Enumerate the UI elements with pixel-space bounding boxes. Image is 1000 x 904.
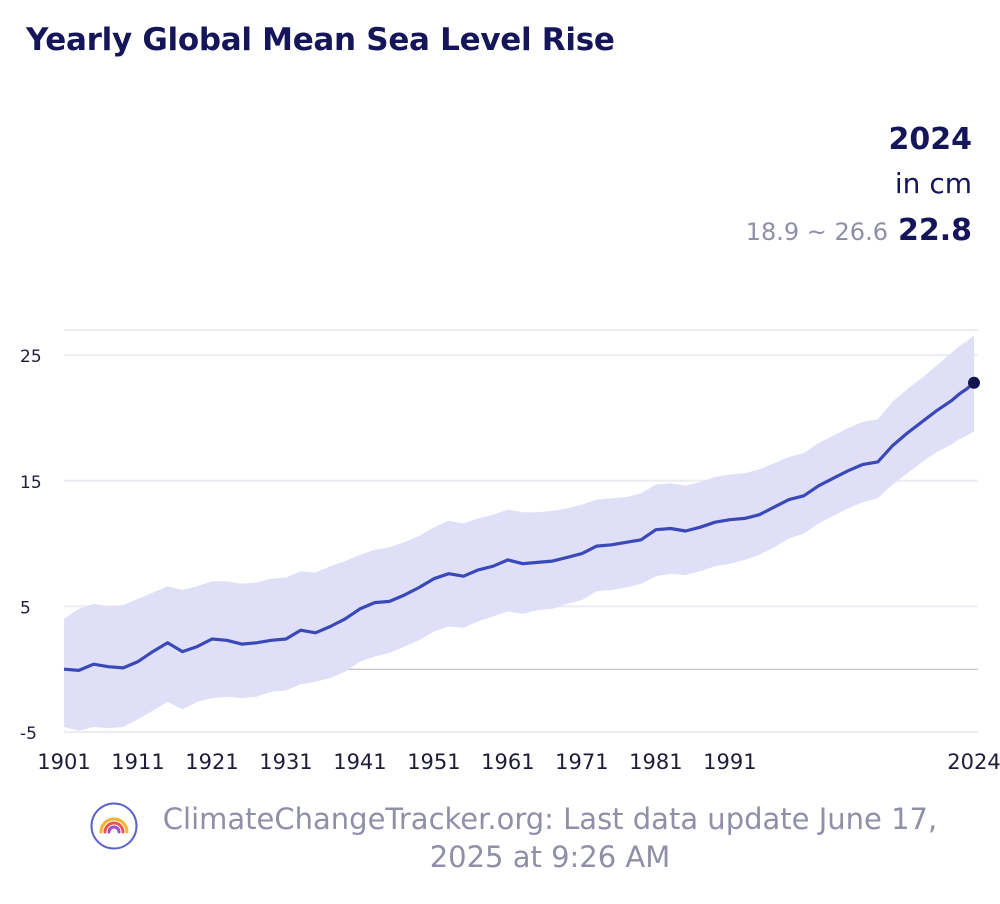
uncertainty-band xyxy=(64,335,974,731)
y-tick--5: -5 xyxy=(20,724,37,744)
latest-point-marker[interactable] xyxy=(968,376,980,389)
readout-year: 2024 xyxy=(888,122,973,157)
y-tick-5: 5 xyxy=(20,598,31,618)
chart-title: Yearly Global Mean Sea Level Rise xyxy=(26,22,615,58)
x-tick-labels: 1901 1911 1921 1931 1941 1951 1961 1971 1981 1991… xyxy=(37,750,1000,774)
x-tick-1961: 1961 xyxy=(481,750,534,774)
footer-source-text: ClimateChangeTracker.org: Last data upda… xyxy=(162,802,938,874)
sea-level-chart[interactable]: 25 15 5 -5 1901 1911 1921 1931 1941 1951 1961 1971… xyxy=(0,300,1000,780)
mean-line-layer xyxy=(63,376,980,672)
x-tick-1941: 1941 xyxy=(333,750,386,774)
x-tick-1901: 1901 xyxy=(37,750,90,774)
x-tick-2024: 2024 xyxy=(947,750,1000,774)
y-tick-labels: 25 15 5 -5 xyxy=(20,347,42,744)
x-tick-1981: 1981 xyxy=(629,750,682,774)
y-tick-15: 15 xyxy=(20,473,42,493)
footer: ClimateChangeTracker.org: Last data upda… xyxy=(70,800,970,876)
x-tick-1921: 1921 xyxy=(185,750,238,774)
x-tick-1931: 1931 xyxy=(259,750,312,774)
readout-range: 18.9 ~ 26.6 xyxy=(745,218,888,246)
value-readout: 2024 in cm 18.9 ~ 26.6 22.8 xyxy=(746,120,972,258)
mean-sea-level-line xyxy=(63,381,976,672)
x-tick-1971: 1971 xyxy=(555,750,608,774)
x-tick-1991: 1991 xyxy=(703,750,756,774)
x-tick-1951: 1951 xyxy=(407,750,460,774)
rainbow-logo-icon[interactable] xyxy=(90,802,138,850)
y-tick-25: 25 xyxy=(20,347,42,367)
readout-unit: in cm xyxy=(894,167,972,200)
readout-values: 18.9 ~ 26.6 22.8 xyxy=(746,208,972,258)
readout-value: 22.8 xyxy=(897,213,972,248)
x-tick-1911: 1911 xyxy=(111,750,164,774)
uncertainty-band-layer xyxy=(64,335,974,731)
